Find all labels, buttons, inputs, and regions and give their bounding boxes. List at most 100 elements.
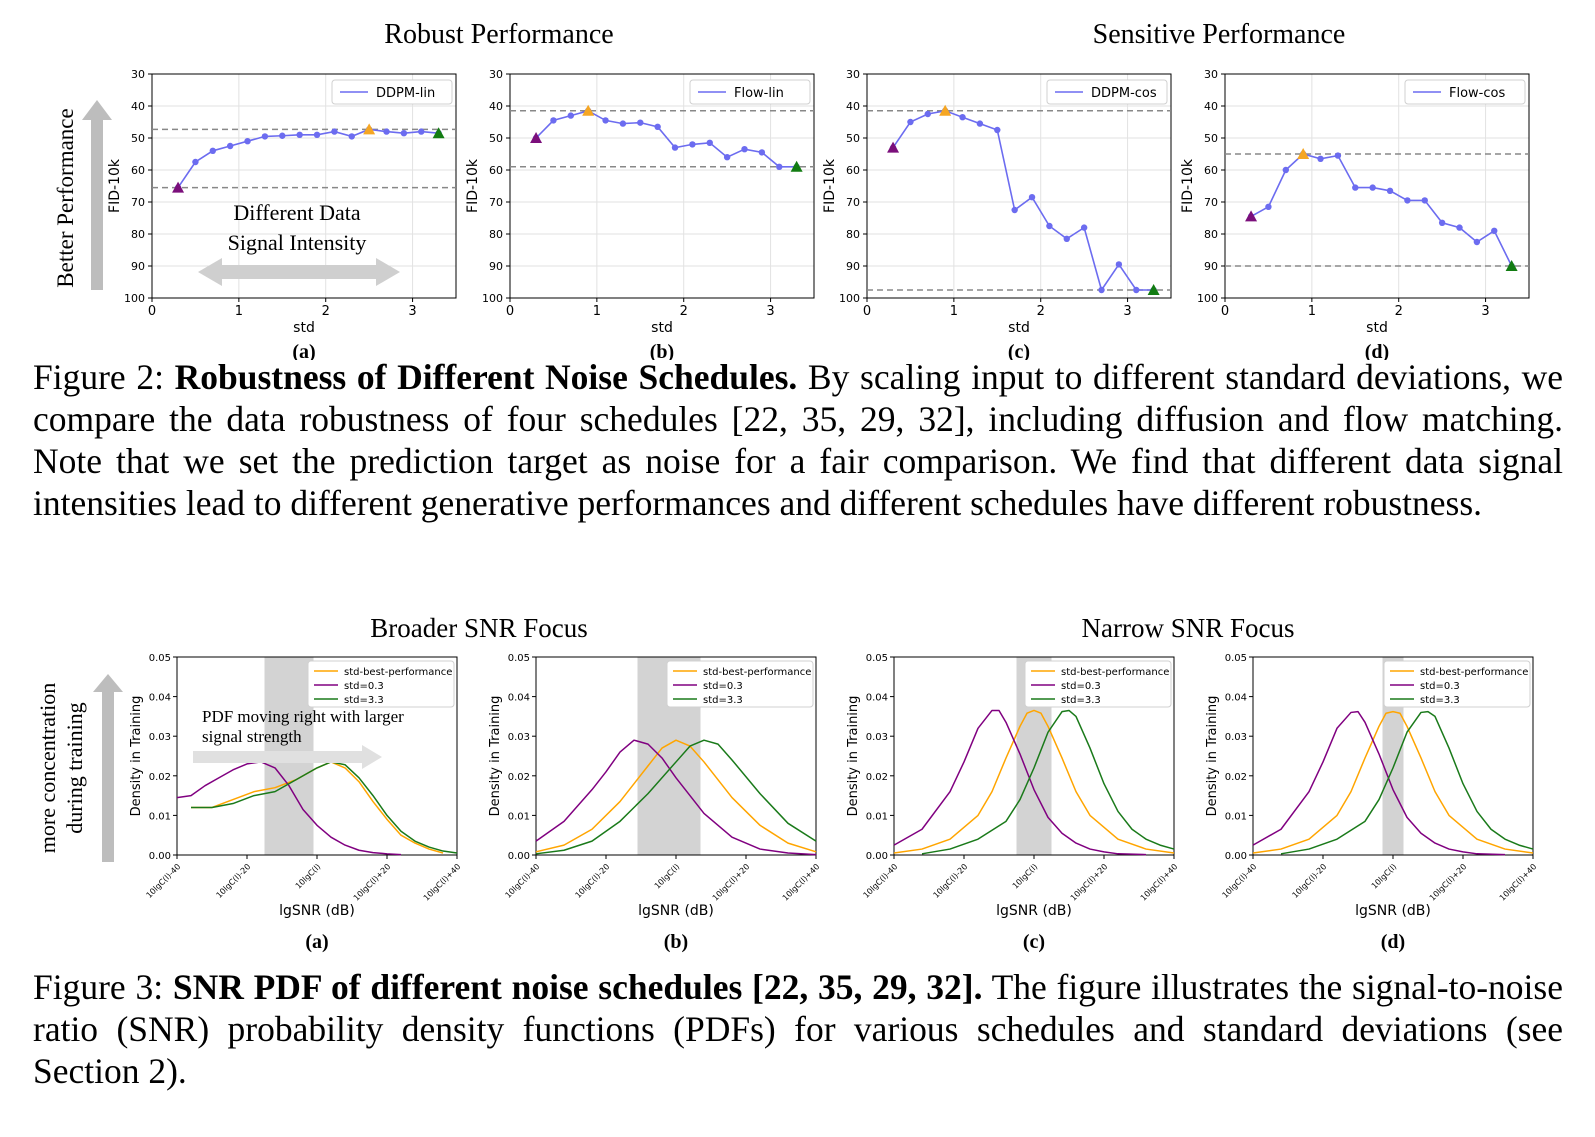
data-point [550, 117, 557, 124]
y-tick-label: 80 [489, 228, 503, 241]
data-point [1491, 227, 1498, 234]
series-line-std=0.3 [535, 739, 817, 856]
y-tick-label: 50 [1204, 132, 1218, 145]
highlight-triangle-marker [363, 123, 376, 135]
legend-label: std=3.3 [344, 695, 384, 706]
data-point [959, 114, 966, 121]
data-point [331, 128, 338, 135]
y-tick-label: 0.02 [149, 772, 171, 783]
data-point [244, 138, 251, 145]
panel-label: (b) [664, 931, 688, 953]
legend-label: std=3.3 [1420, 695, 1460, 706]
more-concentration-arrow [93, 674, 123, 862]
series-line-std-best-performance [1252, 710, 1534, 854]
data-point [1063, 235, 1070, 242]
y-tick-label: 0.01 [866, 811, 888, 822]
x-tick-label: 10lgC(l)+40 [422, 862, 463, 903]
x-tick-label: 1 [593, 304, 601, 319]
fig2-annotation-line2: Signal Intensity [228, 230, 367, 255]
x-axis-label: lgSNR (dB) [279, 903, 355, 919]
y-tick-label: 30 [1204, 68, 1218, 81]
y-tick-label: 0.04 [866, 693, 888, 704]
x-tick-label: 10lgC(l)+20 [352, 862, 393, 903]
data-point [671, 144, 679, 151]
data-point [1352, 184, 1359, 191]
data-point [313, 131, 321, 138]
x-tick-label: 0 [863, 304, 871, 319]
y-axis-label: Density in Training [1205, 696, 1220, 817]
legend-box [1404, 79, 1526, 105]
x-tick-label: 2 [1395, 304, 1403, 319]
y-tick-label: 30 [489, 68, 503, 81]
y-tick-label: 80 [846, 228, 860, 241]
series-line-std=3.3 [1280, 710, 1534, 855]
figure-2-caption-text: By scaling input to different standard d… [33, 357, 1563, 523]
data-point [689, 141, 696, 148]
data-point [1421, 197, 1428, 204]
legend-label: std=3.3 [703, 695, 743, 706]
data-point [1028, 194, 1036, 201]
y-tick-label: 30 [131, 68, 145, 81]
panel-label: (b) [650, 341, 674, 360]
y-tick-label: 0.03 [508, 732, 530, 743]
fig2-annotation-line1: Different Data [233, 200, 360, 225]
data-point [1473, 238, 1481, 246]
data-point [261, 133, 269, 140]
data-point [1011, 206, 1018, 214]
series-line-std=0.3 [176, 761, 402, 856]
data-point [1456, 224, 1463, 231]
x-tick-label: 3 [766, 304, 774, 319]
y-tick-label: 0.05 [866, 653, 888, 664]
data-point [654, 123, 661, 130]
legend-box [1046, 79, 1168, 105]
legend-label: DDPM-lin [376, 86, 435, 101]
y-axis-label: FID-10k [822, 158, 838, 213]
y-tick-label: 0.03 [149, 732, 171, 743]
x-tick-label: 10lgC(l)+20 [1428, 862, 1469, 903]
y-tick-label: 40 [1204, 100, 1218, 113]
x-axis-label: std [1366, 320, 1388, 336]
y-axis-label: Density in Training [488, 696, 503, 817]
legend-label: std=0.3 [1061, 681, 1101, 692]
highlight-triangle-marker [939, 104, 952, 116]
data-point [976, 120, 984, 127]
x-tick-label: 10lgC(l)-40 [145, 862, 183, 900]
x-tick-label: 10lgC(l)+20 [711, 862, 752, 903]
y-tick-label: 60 [131, 164, 145, 177]
y-tick-label: 50 [489, 132, 503, 145]
panel-label: (d) [1365, 341, 1389, 360]
x-tick-label: 10lgC(l)+40 [1139, 862, 1180, 903]
y-tick-label: 0.03 [866, 732, 888, 743]
data-point [1098, 286, 1105, 294]
y-tick-label: 0.03 [1225, 732, 1247, 743]
fig3-annotation-line1: PDF moving right with larger [202, 707, 404, 726]
series-line-std-best-performance [191, 761, 444, 854]
y-tick-label: 100 [839, 292, 860, 305]
x-tick-label: 10lgC(l)-40 [862, 862, 900, 900]
highlight-triangle-marker [432, 127, 445, 139]
pdf-shift-arrow [193, 745, 382, 769]
y-tick-label: 0.02 [508, 772, 530, 783]
series-line-Flow-cos [1250, 153, 1513, 267]
data-point [1115, 261, 1123, 268]
y-tick-label: 70 [1204, 196, 1218, 209]
plot-frame [866, 73, 1172, 299]
plot-frame [151, 73, 457, 299]
data-point [192, 158, 199, 166]
data-point [418, 128, 425, 135]
data-point [1404, 197, 1411, 204]
series-line-std=3.3 [535, 739, 817, 855]
y-tick-label: 0.01 [149, 811, 171, 822]
x-tick-label: 10lgC(l) [1011, 862, 1040, 891]
y-tick-label: 90 [489, 260, 503, 273]
figure-2-caption-bold: Robustness of Different Noise Schedules. [174, 357, 798, 397]
legend-label: std=0.3 [1420, 681, 1460, 692]
more-concentration-label-line1: more concentration [35, 683, 60, 853]
signal-intensity-double-arrow [198, 258, 400, 286]
y-tick-label: 0.01 [508, 811, 530, 822]
data-point [383, 128, 390, 135]
panel-label: (d) [1381, 931, 1405, 953]
y-tick-label: 80 [131, 228, 145, 241]
x-tick-label: 2 [322, 304, 330, 319]
